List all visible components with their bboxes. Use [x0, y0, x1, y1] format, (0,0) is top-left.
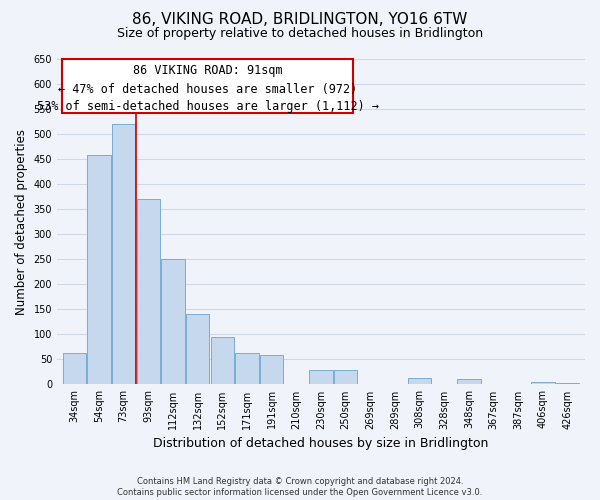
- Bar: [186, 314, 209, 384]
- Text: Size of property relative to detached houses in Bridlington: Size of property relative to detached ho…: [117, 28, 483, 40]
- Text: Contains HM Land Registry data © Crown copyright and database right 2024.: Contains HM Land Registry data © Crown c…: [137, 476, 463, 486]
- Bar: [260, 356, 283, 384]
- Bar: [112, 124, 136, 384]
- X-axis label: Distribution of detached houses by size in Bridlington: Distribution of detached houses by size …: [154, 437, 489, 450]
- Bar: [408, 378, 431, 384]
- Text: 86 VIKING ROAD: 91sqm: 86 VIKING ROAD: 91sqm: [133, 64, 283, 78]
- Text: 86, VIKING ROAD, BRIDLINGTON, YO16 6TW: 86, VIKING ROAD, BRIDLINGTON, YO16 6TW: [133, 12, 467, 28]
- Bar: [532, 382, 555, 384]
- Bar: [161, 260, 185, 384]
- Text: Contains public sector information licensed under the Open Government Licence v3: Contains public sector information licen…: [118, 488, 482, 497]
- Bar: [310, 370, 333, 384]
- Bar: [211, 337, 234, 384]
- Bar: [235, 354, 259, 384]
- Bar: [87, 155, 111, 384]
- Bar: [137, 199, 160, 384]
- FancyBboxPatch shape: [62, 59, 353, 112]
- Bar: [62, 354, 86, 384]
- Y-axis label: Number of detached properties: Number of detached properties: [15, 128, 28, 314]
- Bar: [334, 370, 358, 384]
- Text: ← 47% of detached houses are smaller (972): ← 47% of detached houses are smaller (97…: [58, 82, 357, 96]
- Text: 53% of semi-detached houses are larger (1,112) →: 53% of semi-detached houses are larger (…: [37, 100, 379, 113]
- Bar: [457, 380, 481, 384]
